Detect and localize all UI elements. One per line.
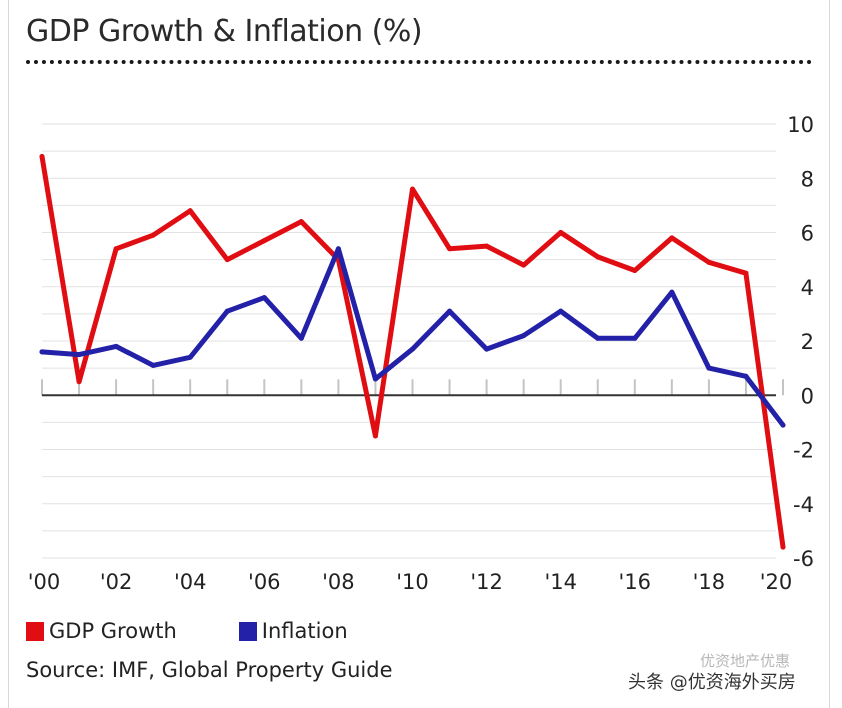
data-point-inflation <box>706 365 712 371</box>
series-lines <box>39 154 786 550</box>
legend-swatch-inflation <box>238 621 257 641</box>
x-axis-minor-ticks <box>41 379 784 396</box>
y-tick-label: 4 <box>801 276 814 300</box>
x-tick-label: '14 <box>544 570 577 594</box>
data-point-inflation <box>187 354 193 360</box>
x-tick-label: '18 <box>693 570 726 594</box>
data-point-gdp-growth <box>261 238 267 244</box>
data-point-gdp-growth <box>410 186 415 192</box>
legend-item-gdp: GDP Growth <box>26 619 177 643</box>
watermark: 头条 @优资海外买房 <box>628 672 796 693</box>
data-point-gdp-growth <box>706 259 712 265</box>
data-point-gdp-growth <box>39 154 45 160</box>
data-point-gdp-growth <box>484 243 490 249</box>
series-line-inflation <box>39 246 786 428</box>
data-point-gdp-growth <box>298 219 304 225</box>
y-tick-label: -6 <box>793 547 814 571</box>
chart-title: GDP Growth & Inflation (%) <box>26 14 423 49</box>
x-tick-label: '08 <box>322 570 355 594</box>
data-point-gdp-growth <box>669 235 675 241</box>
data-point-inflation <box>780 422 786 428</box>
y-tick-label: 8 <box>801 167 814 191</box>
data-point-gdp-growth <box>150 232 156 238</box>
x-tick-label: '04 <box>174 570 207 594</box>
y-axis-tick-labels: 10 8 6 4 2 0 -2 -4 -6 <box>787 113 814 571</box>
data-point-gdp-growth <box>372 433 378 439</box>
data-point-gdp-growth <box>780 544 786 550</box>
legend-label-inflation: Inflation <box>261 619 348 643</box>
data-point-inflation <box>298 335 304 341</box>
data-point-inflation <box>335 246 341 252</box>
y-tick-label: -2 <box>793 439 814 463</box>
y-tick-label: -4 <box>793 493 814 517</box>
data-point-inflation <box>150 362 156 368</box>
x-tick-label: '02 <box>100 570 133 594</box>
legend-label-gdp: GDP Growth <box>49 619 177 643</box>
legend-swatch-gdp <box>26 621 44 641</box>
x-tick-label: '12 <box>470 570 503 594</box>
data-point-gdp-growth <box>447 246 453 252</box>
data-point-inflation <box>521 333 527 339</box>
data-point-gdp-growth <box>632 267 638 273</box>
data-point-gdp-growth <box>743 270 749 276</box>
frame-left-border <box>8 0 9 708</box>
data-point-inflation <box>372 376 378 382</box>
legend-item-inflation: Inflation <box>238 619 348 643</box>
data-point-gdp-growth <box>595 254 601 260</box>
data-point-inflation <box>76 352 82 358</box>
source-note: Source: IMF, Global Property Guide <box>26 658 393 682</box>
data-point-inflation <box>669 289 675 295</box>
watermark-faint: 优资地产优惠 <box>700 652 791 670</box>
y-tick-label: 10 <box>787 113 814 137</box>
x-tick-label: '20 <box>760 570 793 594</box>
legend: GDP Growth Inflation <box>26 617 410 645</box>
data-point-inflation <box>447 308 453 314</box>
x-tick-label: '00 <box>28 570 61 594</box>
grid-lines <box>42 123 776 559</box>
data-point-gdp-growth <box>187 208 193 214</box>
data-point-inflation <box>113 343 119 349</box>
x-tick-label: '10 <box>396 570 429 594</box>
data-point-gdp-growth <box>113 246 119 252</box>
data-point-gdp-growth <box>558 230 564 235</box>
frame-right-border <box>829 0 830 708</box>
data-point-inflation <box>484 346 490 352</box>
y-tick-label: 0 <box>801 384 814 408</box>
x-axis-tick-labels: '00 '02 '04 '06 '08 '10 '12 '14 '16 '18 '20 <box>28 570 793 594</box>
y-tick-label: 2 <box>801 330 814 354</box>
data-point-gdp-growth <box>224 257 230 263</box>
x-tick-label: '16 <box>619 570 652 594</box>
data-point-inflation <box>743 373 749 379</box>
data-point-inflation <box>632 335 638 341</box>
data-point-inflation <box>410 346 415 352</box>
data-point-inflation <box>224 308 230 314</box>
data-point-inflation <box>595 335 601 341</box>
x-tick-label: '06 <box>248 570 281 594</box>
data-point-inflation <box>39 349 45 355</box>
data-point-inflation <box>558 308 564 314</box>
y-tick-label: 6 <box>801 222 814 246</box>
data-point-gdp-growth <box>76 379 82 385</box>
data-point-inflation <box>261 295 267 301</box>
data-point-gdp-growth <box>521 262 527 268</box>
title-dotted-rule <box>26 60 812 64</box>
